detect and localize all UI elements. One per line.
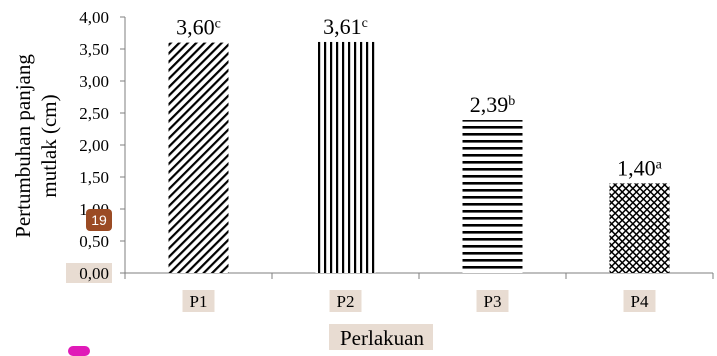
data-label-p4: 1,40a bbox=[617, 155, 663, 180]
x-axis-ticks bbox=[124, 273, 714, 279]
overlay-number-badge: 19 bbox=[86, 209, 112, 231]
y-tick-label: 4,00 bbox=[79, 8, 109, 27]
bar-p3 bbox=[462, 120, 523, 273]
category-label-p1: P1 bbox=[190, 292, 208, 311]
x-axis-title: Perlakuan bbox=[340, 326, 424, 350]
label-highlights bbox=[66, 263, 656, 312]
bar-p4 bbox=[609, 183, 670, 273]
y-tick-label: 2,00 bbox=[79, 136, 109, 155]
category-label-p2: P2 bbox=[337, 292, 355, 311]
y-tick-label: 2,50 bbox=[79, 104, 109, 123]
bar-p2 bbox=[315, 41, 376, 274]
category-label-p4: P4 bbox=[631, 292, 649, 311]
bars bbox=[168, 41, 670, 274]
data-label-p2: 3,61c bbox=[323, 14, 368, 39]
bar-data-labels: 3,60c 3,61c 2,39b 1,40a bbox=[176, 14, 663, 180]
y-axis-title-line2: mutlak (cm) bbox=[37, 94, 61, 197]
pink-marker bbox=[68, 346, 90, 356]
y-axis-title-line1: Pertumbuhan panjang bbox=[11, 54, 35, 238]
category-label-p3: P3 bbox=[484, 292, 502, 311]
data-label-p1: 3,60c bbox=[176, 15, 221, 40]
y-tick-label: 0,00 bbox=[79, 264, 109, 283]
y-tick-label: 1,50 bbox=[79, 168, 109, 187]
bar-p1 bbox=[168, 42, 229, 273]
data-label-p3: 2,39b bbox=[470, 92, 516, 117]
y-tick-label: 0,50 bbox=[79, 232, 109, 251]
y-axis-ticks: 0,000,501,001,502,002,503,003,504,00 bbox=[79, 8, 125, 283]
y-tick-label: 3,00 bbox=[79, 72, 109, 91]
y-tick-label: 3,50 bbox=[79, 40, 109, 59]
category-labels: P1 P2 P3 P4 bbox=[190, 292, 649, 311]
